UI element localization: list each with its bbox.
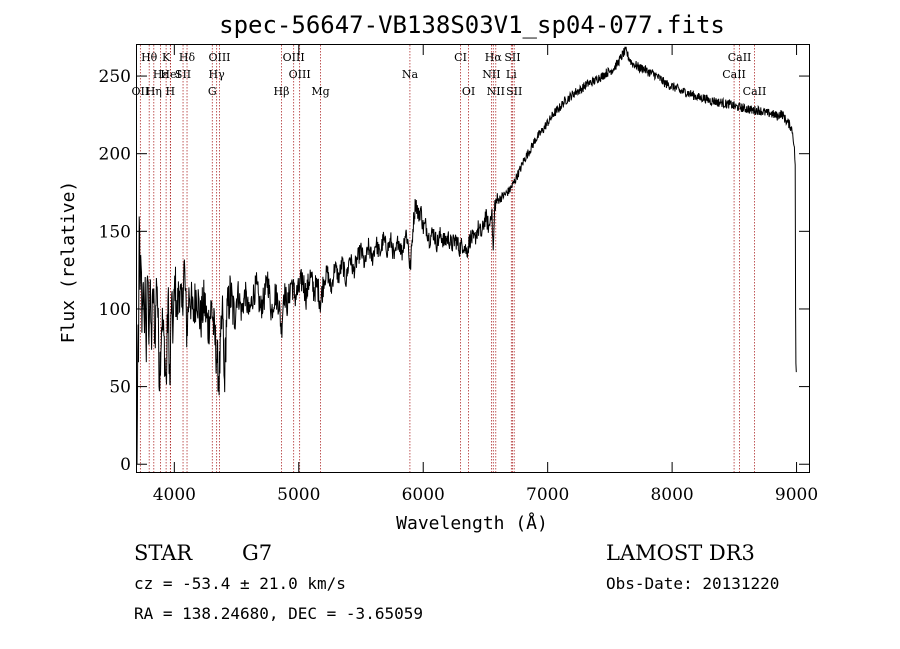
spectral-line-label: K — [162, 51, 171, 64]
obs-date-text: Obs-Date: 20131220 — [606, 574, 779, 593]
x-tick-label: 9000 — [775, 485, 818, 505]
y-tick-label: 50 — [109, 378, 131, 398]
spectral-line-label: Li — [506, 68, 517, 81]
y-tick-label: 200 — [99, 145, 131, 165]
object-class: STAR — [134, 541, 193, 565]
x-tick-label: 7000 — [526, 485, 569, 505]
spectral-line-label: Hγ — [209, 68, 226, 81]
spectral-line-label: SII — [504, 51, 520, 64]
spectral-line-label: CaII — [728, 51, 752, 64]
spectral-line-label: OIII — [283, 51, 305, 64]
spectral-line-label: Hθ — [141, 51, 158, 64]
y-tick-label: 100 — [99, 300, 131, 320]
spectral-line-label: Mg — [311, 85, 329, 98]
spectral-line-label: HeI — [160, 68, 180, 81]
y-tick-label: 0 — [120, 455, 131, 475]
spectral-line-label: Hη — [146, 85, 162, 98]
x-axis-label: Wavelength (Å) — [396, 512, 548, 534]
spectral-line-label: NII — [487, 85, 505, 98]
spectral-line-label: CaII — [722, 68, 746, 81]
spectral-line-label: Hε — [153, 68, 169, 81]
y-axis-ticks: 0 50 100 150 200 250 — [99, 67, 809, 475]
spectral-line-label: NII — [482, 68, 500, 81]
spectral-line-label: Hδ — [179, 51, 196, 64]
spectral-line-markers — [139, 45, 755, 472]
spectral-line-label: Hα — [485, 51, 503, 64]
x-tick-label: 5000 — [277, 485, 320, 505]
spectral-line-label: CaII — [743, 85, 767, 98]
spectral-line-label: Hβ — [274, 85, 290, 98]
object-subclass: G7 — [242, 541, 272, 565]
spectral-line-label: OIII — [208, 51, 230, 64]
plot-frame — [136, 44, 810, 473]
spectral-line-label: Na — [402, 68, 419, 81]
spectrum-series-line — [136, 46, 797, 465]
y-tick-label: 150 — [99, 222, 131, 242]
spectral-line-label: H — [166, 85, 176, 98]
chart-title: spec-56647-VB138S03V1_sp04-077.fits — [219, 11, 725, 39]
survey-name: LAMOST DR3 — [606, 541, 755, 565]
spectral-line-label: SII — [506, 85, 522, 98]
x-axis-ticks: 4000 5000 6000 7000 8000 9000 — [153, 45, 818, 505]
redshift-text: cz = -53.4 ± 21.0 km/s — [134, 574, 346, 593]
x-tick-label: 4000 — [153, 485, 196, 505]
spectral-line-label: OII — [132, 85, 150, 98]
spectral-line-label: CI — [454, 51, 467, 64]
spectral-line-label: G — [208, 85, 217, 98]
x-tick-label: 6000 — [402, 485, 445, 505]
spectral-line-label: SII — [175, 68, 191, 81]
coordinates-text: RA = 138.24680, DEC = -3.65059 — [134, 604, 423, 623]
spectral-line-label: OI — [462, 85, 475, 98]
x-tick-label: 8000 — [650, 485, 693, 505]
y-tick-label: 250 — [99, 67, 131, 87]
y-axis-label: Flux (relative) — [58, 181, 79, 344]
spectral-line-label: OIII — [289, 68, 311, 81]
